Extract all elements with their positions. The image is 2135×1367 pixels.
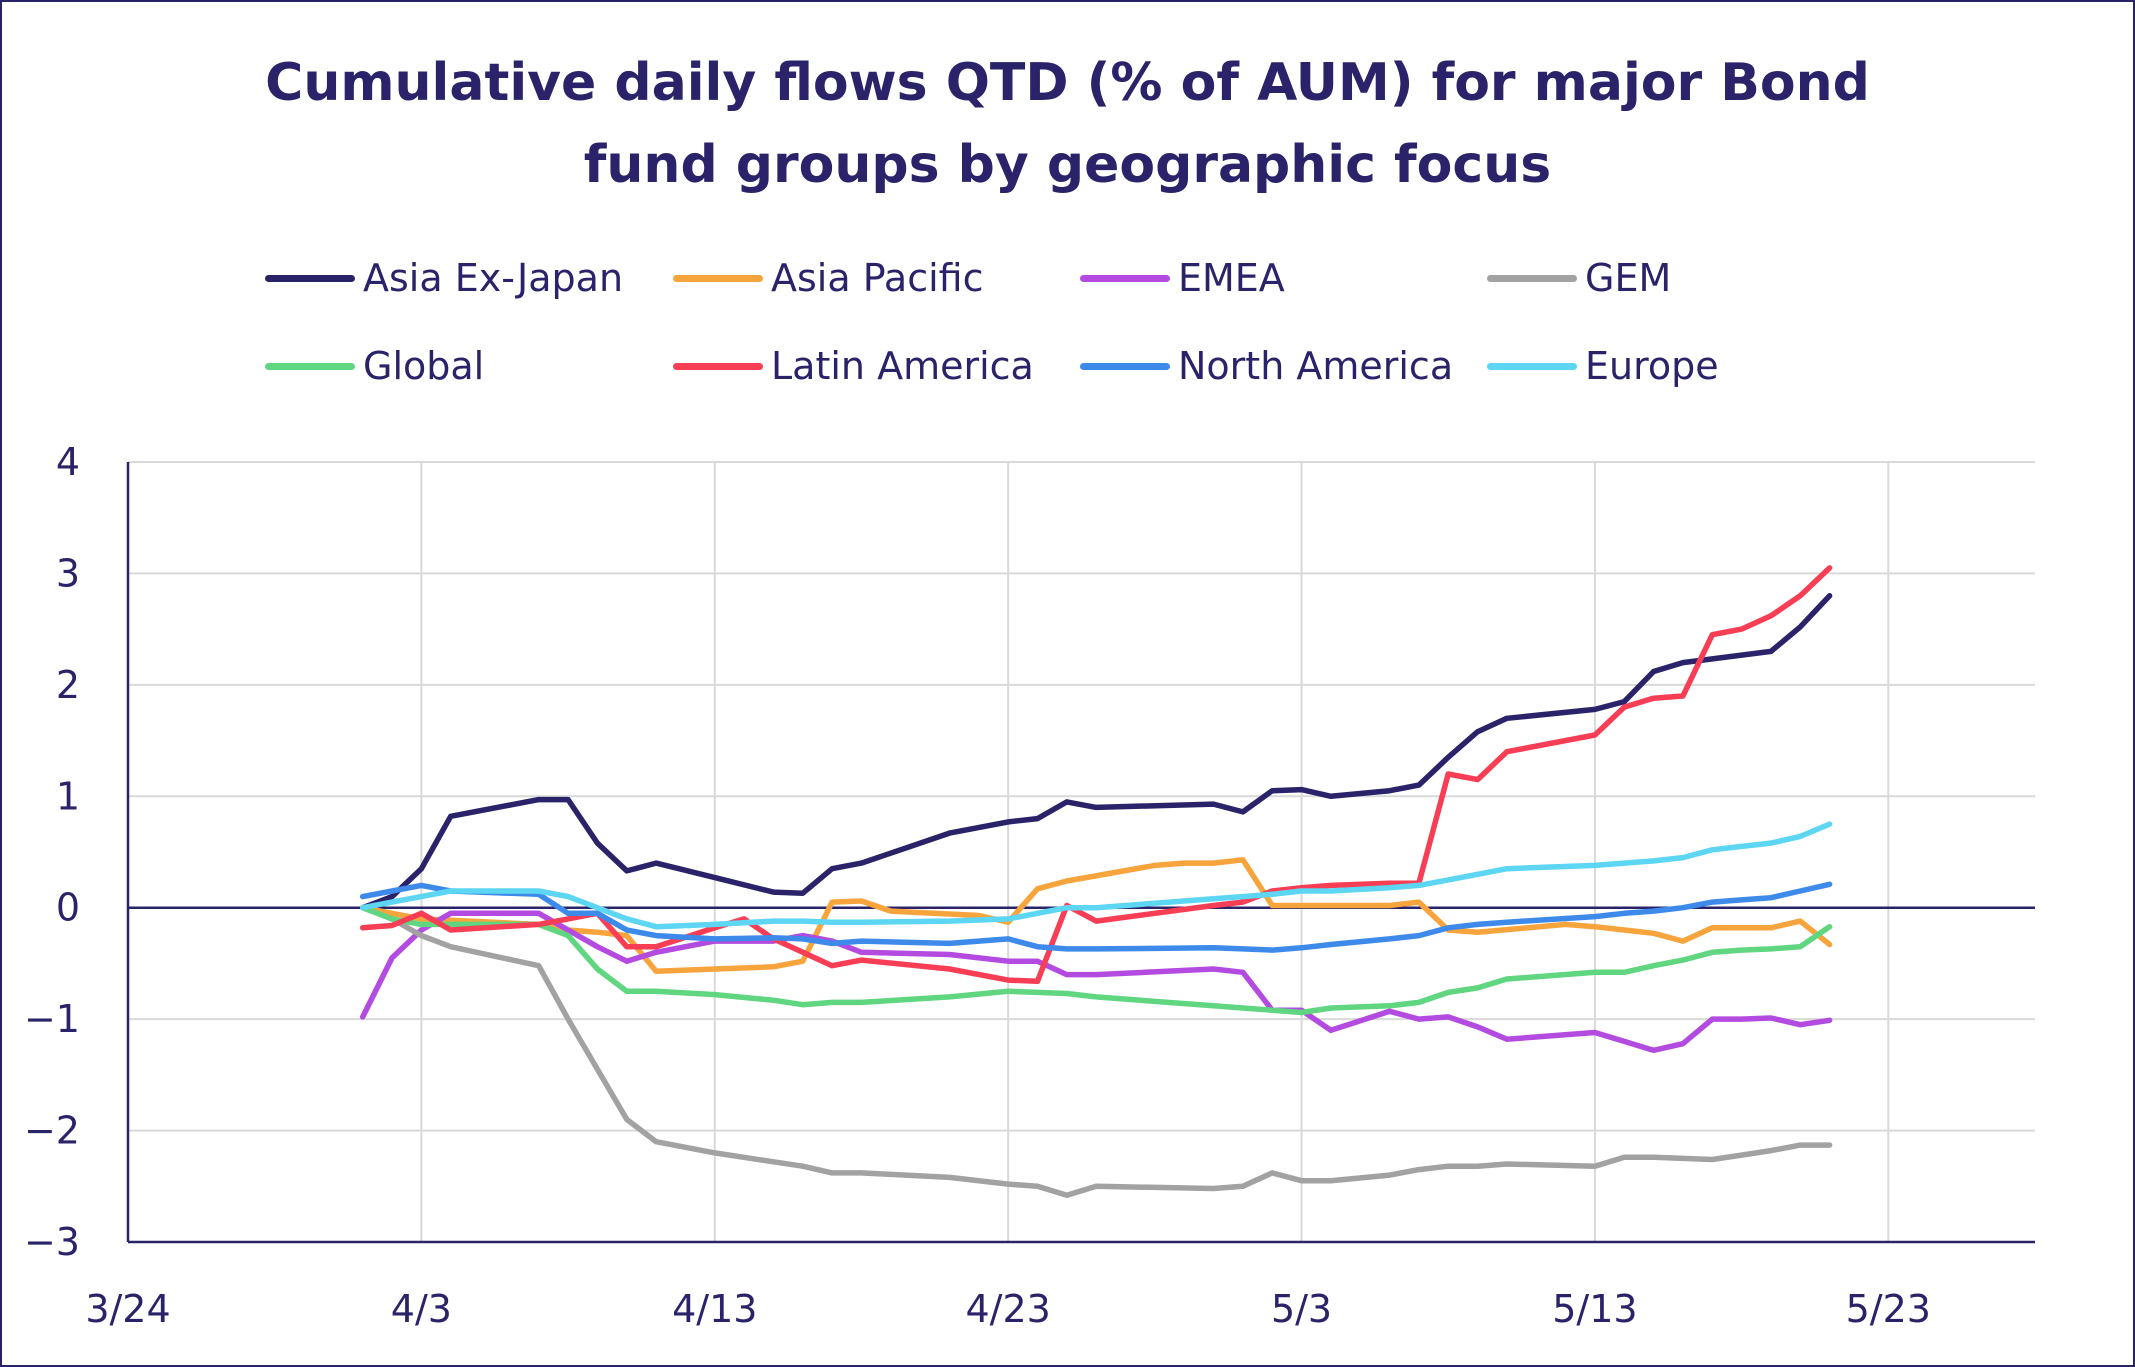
legend-label: Latin America [771, 344, 1034, 388]
x-tick-label: 3/24 [85, 1287, 170, 1331]
legend-item-latin-america: Latin America [673, 344, 1034, 388]
x-tick-label: 4/23 [965, 1287, 1050, 1331]
legend-item-europe: Europe [1487, 344, 1719, 388]
legend-item-global: Global [265, 344, 485, 388]
chart-title-line-1: Cumulative daily flows QTD (% of AUM) fo… [265, 53, 1870, 113]
legend-item-emea: EMEA [1080, 256, 1285, 300]
y-tick-label: −2 [24, 1109, 80, 1153]
chart-title-line-2: fund groups by geographic focus [583, 135, 1552, 195]
legend-label: Global [363, 344, 485, 388]
y-tick-label: 0 [56, 886, 80, 930]
y-tick-label: 2 [56, 663, 80, 707]
series-line-north-america [359, 881, 1833, 953]
series-line-emea [359, 910, 1833, 1054]
legend-label: GEM [1585, 256, 1672, 300]
legend-swatch [1487, 274, 1577, 282]
legend-label: Asia Pacific [771, 256, 984, 300]
legend-label: EMEA [1178, 256, 1285, 300]
legend-swatch [1080, 274, 1170, 282]
x-tick-label: 5/23 [1846, 1287, 1931, 1331]
x-tick-label: 4/13 [672, 1287, 757, 1331]
x-tick-label: 5/13 [1552, 1287, 1637, 1331]
legend-label: Asia Ex-Japan [363, 256, 624, 300]
series-line-europe [359, 821, 1833, 930]
legend-swatch [673, 362, 763, 370]
legend-swatch [1080, 362, 1170, 370]
y-tick-label: −3 [24, 1220, 80, 1264]
x-tick-label: 5/3 [1271, 1287, 1332, 1331]
legend-label: North America [1178, 344, 1454, 388]
legend-swatch [1487, 362, 1577, 370]
legend-label: Europe [1585, 344, 1719, 388]
legend-item-asia-ex-japan: Asia Ex-Japan [265, 256, 624, 300]
legend-swatch [265, 274, 355, 282]
chart-legend: Asia Ex-Japan Asia Pacific EMEA GEM Global La… [2, 2, 2133, 402]
series-line-asia-ex-japan [359, 592, 1833, 911]
y-tick-label: 3 [56, 551, 80, 595]
y-tick-label: −1 [24, 997, 80, 1041]
legend-swatch [265, 362, 355, 370]
legend-item-asia-pacific: Asia Pacific [673, 256, 984, 300]
series-line-gem [359, 904, 1833, 1198]
y-tick-label: 1 [56, 774, 80, 818]
series-line-global [359, 904, 1833, 1016]
legend-item-gem: GEM [1487, 256, 1672, 300]
x-tick-label: 4/3 [391, 1287, 452, 1331]
legend-item-north-america: North America [1080, 344, 1454, 388]
y-tick-label: 4 [56, 440, 80, 484]
legend-swatch [673, 274, 763, 282]
series-line-latin-america [359, 565, 1833, 985]
